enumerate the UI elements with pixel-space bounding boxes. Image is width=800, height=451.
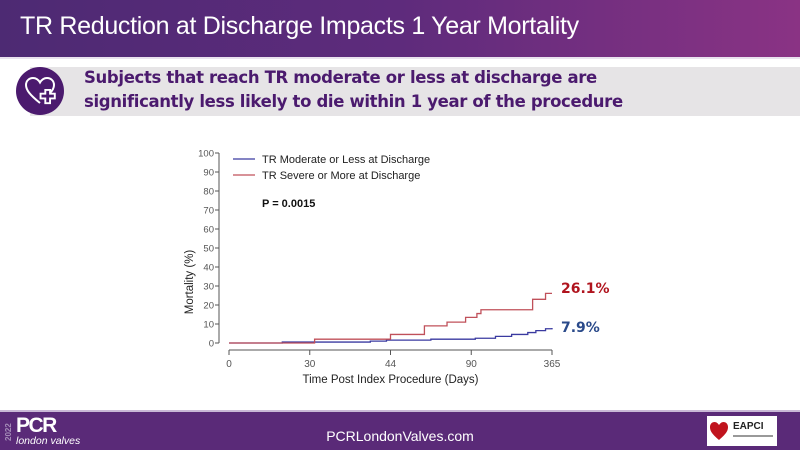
legend-label: TR Severe or More at Discharge xyxy=(262,170,420,182)
footer-bar xyxy=(0,412,800,450)
subtitle: Subjects that reach TR moderate or less … xyxy=(84,66,623,114)
p-value-annotation: P = 0.0015 xyxy=(262,198,315,210)
legend-label: TR Moderate or Less at Discharge xyxy=(262,154,430,166)
x-tick-label: 0 xyxy=(226,359,232,370)
y-tick-label: 40 xyxy=(203,263,214,274)
subtitle-line-1: Subjects that reach TR moderate or less … xyxy=(84,68,597,87)
subtitle-bar xyxy=(30,67,800,116)
x-tick-label: 365 xyxy=(544,359,561,370)
chart-legend: TR Moderate or Less at Discharge TR Sever… xyxy=(233,154,430,210)
footer-divider xyxy=(0,410,800,412)
subtitle-line-2: significantly less likely to die within … xyxy=(84,92,623,111)
end-label-moderate: 7.9% xyxy=(561,319,600,336)
y-tick-label: 60 xyxy=(203,225,214,236)
y-tick-label: 50 xyxy=(203,244,214,255)
y-tick-label: 30 xyxy=(203,282,214,293)
y-tick-label: 90 xyxy=(203,168,214,179)
title-divider xyxy=(0,57,800,59)
heart-plus-icon xyxy=(16,67,64,115)
title-bar: TR Reduction at Discharge Impacts 1 Year… xyxy=(0,0,800,57)
series-line-severe xyxy=(229,292,552,344)
y-tick-label: 70 xyxy=(203,206,214,217)
chart-axes: 0 10 20 30 40 50 60 70 80 90 100 Mortality (%) 0 30 44… xyxy=(184,149,561,387)
y-tick-label: 0 xyxy=(209,339,214,350)
end-label-severe: 26.1% xyxy=(561,281,610,298)
slide-title: TR Reduction at Discharge Impacts 1 Year… xyxy=(20,12,579,40)
x-tick-label: 44 xyxy=(385,359,397,370)
x-axis-label: Time Post Index Procedure (Days) xyxy=(303,374,479,386)
eapci-logo-subline xyxy=(733,435,773,437)
pcr-logo: PCR xyxy=(16,414,57,437)
website-link[interactable]: PCRLondonValves.com xyxy=(326,428,474,444)
pcr-logo-sub: london valves xyxy=(16,435,81,447)
x-tick-label: 30 xyxy=(304,359,316,370)
series-line-moderate xyxy=(229,327,553,344)
heart-logo-icon xyxy=(710,422,728,440)
y-tick-label: 20 xyxy=(203,301,214,312)
eapci-logo-text: EAPCI xyxy=(733,421,764,432)
eapci-logo: EAPCI xyxy=(707,416,777,446)
chart-series xyxy=(229,292,553,344)
x-tick-label: 90 xyxy=(466,359,478,370)
y-axis-label: Mortality (%) xyxy=(184,250,196,315)
y-tick-label: 10 xyxy=(203,320,214,331)
y-tick-label: 100 xyxy=(198,149,214,160)
y-tick-label: 80 xyxy=(203,187,214,198)
